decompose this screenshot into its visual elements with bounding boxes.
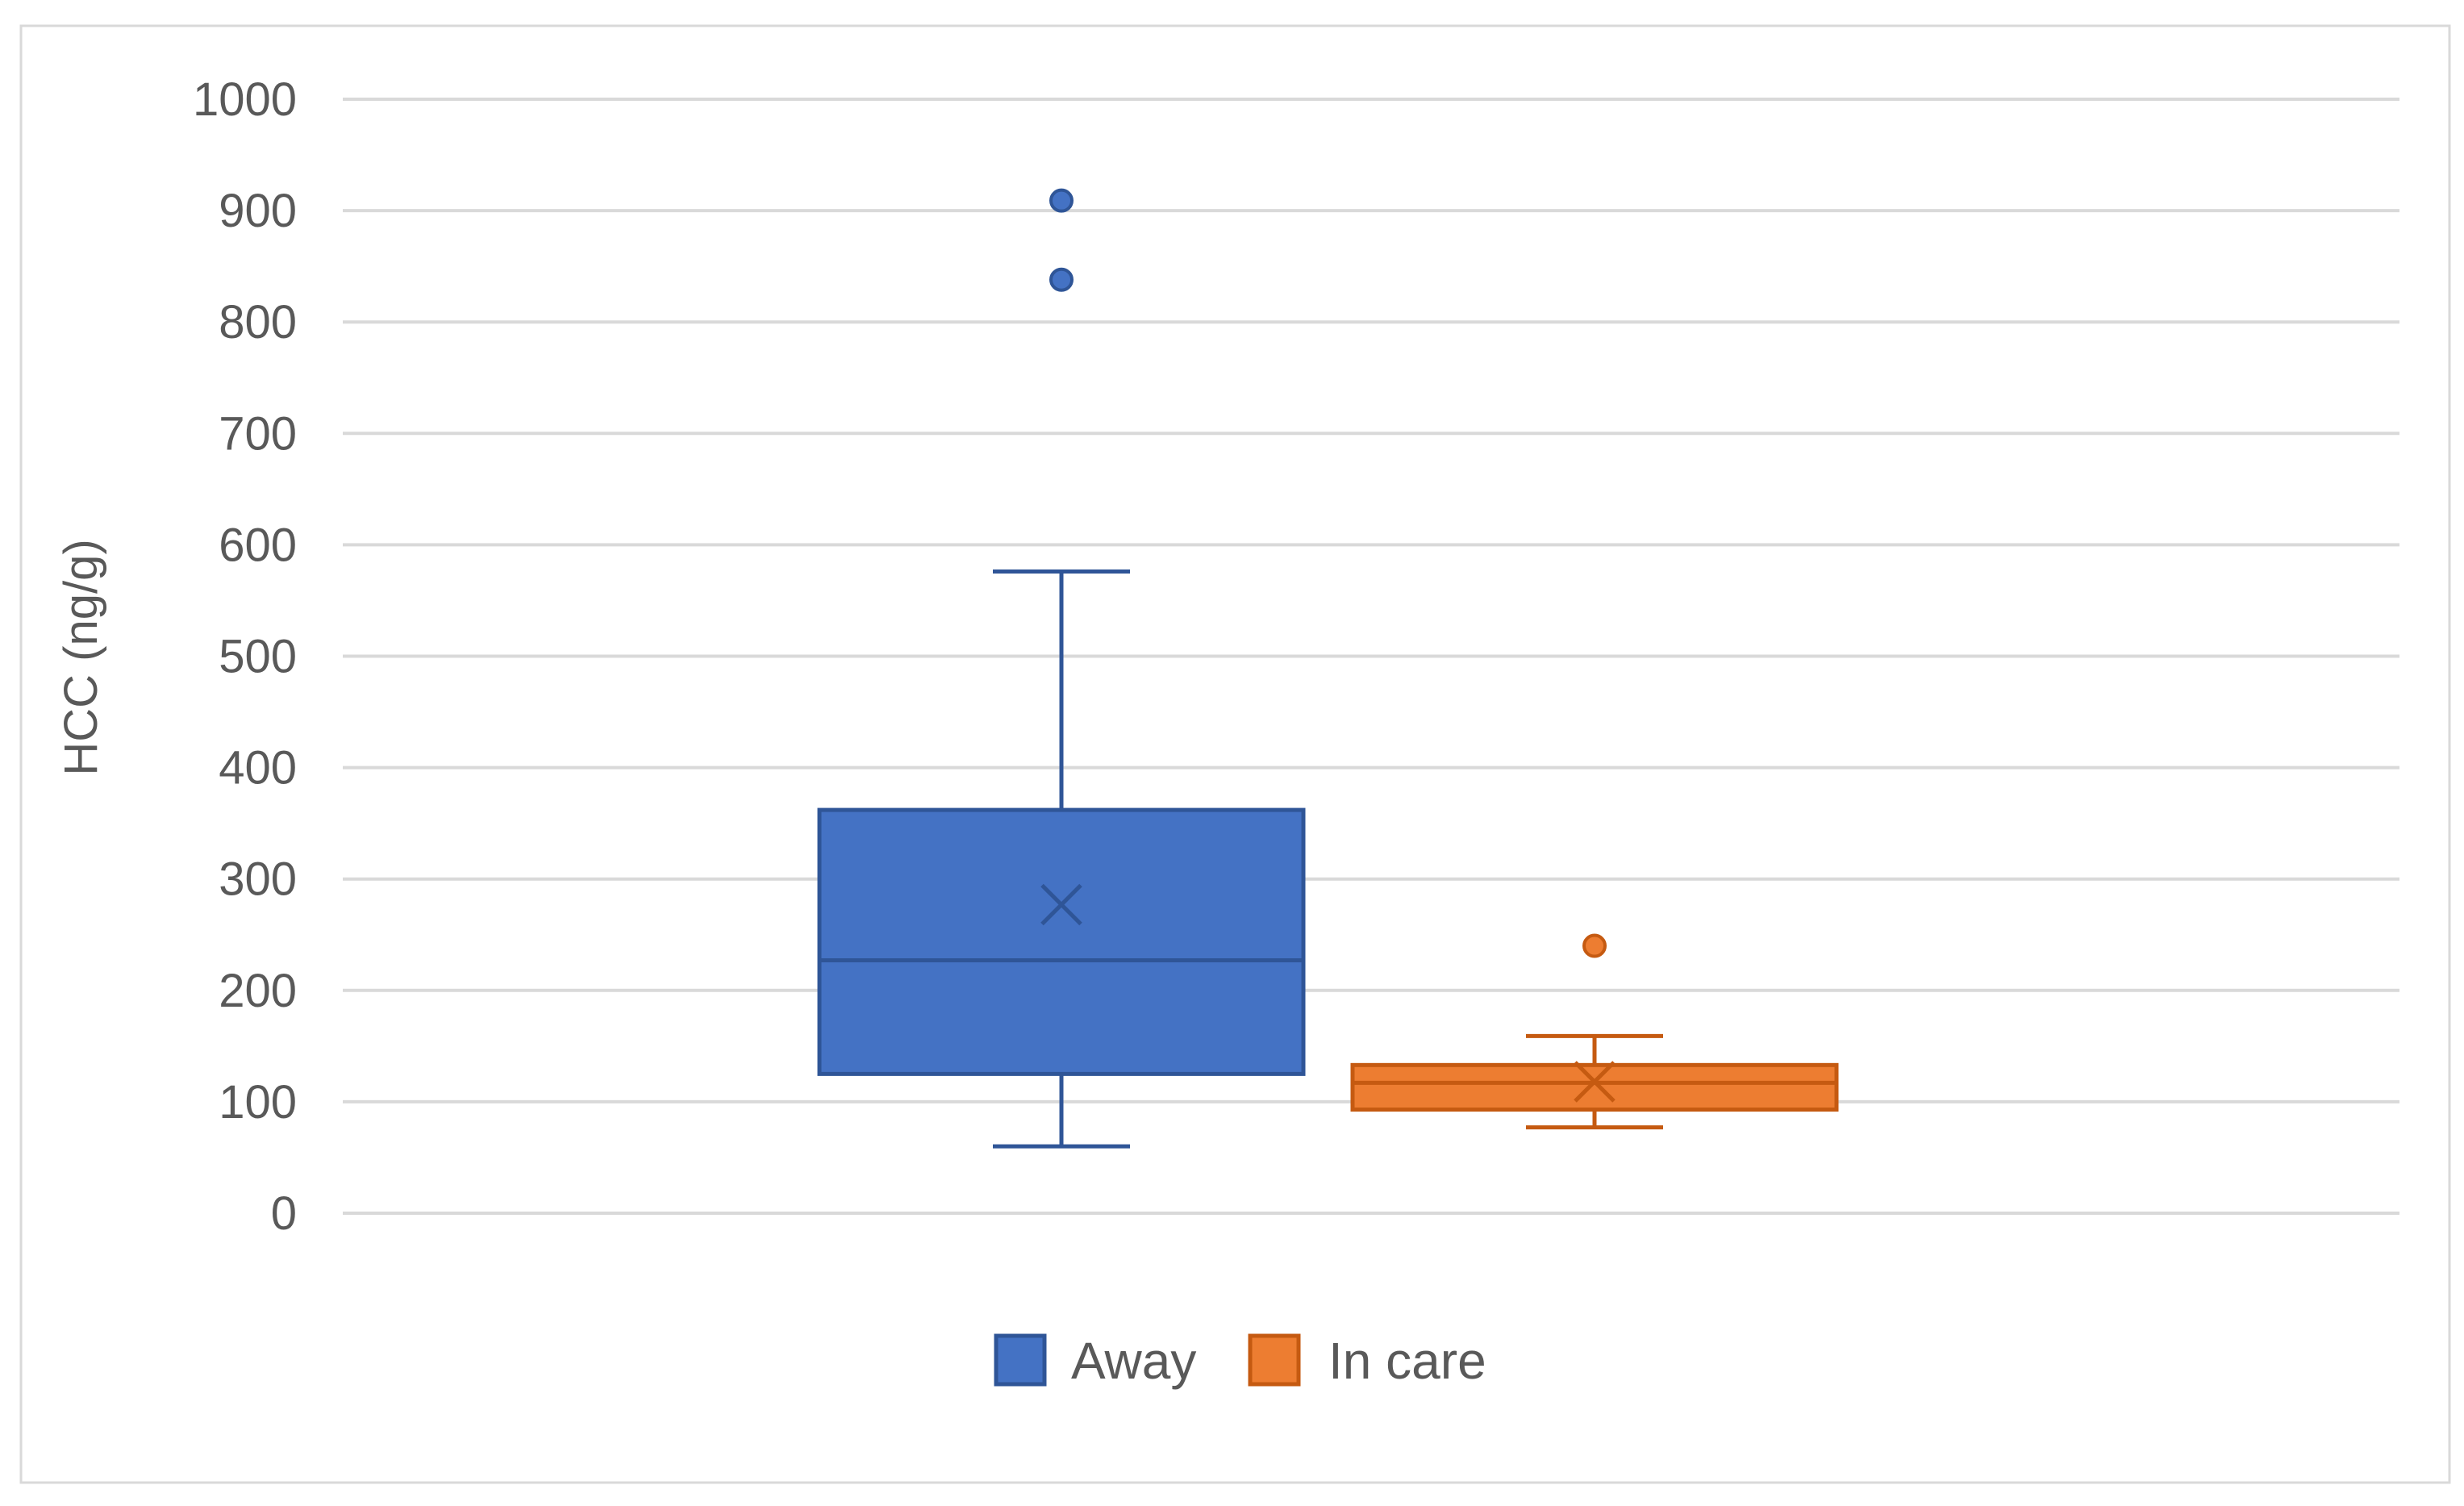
legend-label: Away	[1071, 1332, 1196, 1390]
y-axis-ticks: 0 100 200 300 400 500 600 700 800 900 1000	[193, 73, 297, 1240]
y-tick-label: 0	[271, 1187, 297, 1240]
box-series	[817, 188, 1839, 1149]
legend: Away In care	[994, 1332, 1486, 1390]
y-tick-label: 100	[219, 1076, 297, 1128]
mean-marker	[1040, 883, 1082, 926]
legend-swatch	[1248, 1333, 1301, 1387]
chart-frame	[19, 24, 2451, 1484]
box-iqr	[817, 807, 1306, 1076]
box-iqr	[1350, 1062, 1839, 1112]
legend-item-in-care: In care	[1248, 1332, 1486, 1390]
legend-label: In care	[1328, 1332, 1486, 1390]
outlier-point	[1049, 188, 1074, 213]
y-axis-title: HCC (ng/g)	[55, 539, 107, 775]
legend-swatch	[994, 1333, 1047, 1387]
y-tick-label: 700	[219, 407, 297, 460]
y-tick-label: 300	[219, 853, 297, 906]
y-tick-label: 600	[219, 519, 297, 571]
y-tick-label: 400	[219, 742, 297, 795]
mean-marker	[1574, 1061, 1616, 1103]
outlier-point	[1582, 933, 1607, 958]
gridlines	[343, 98, 2399, 1215]
legend-item-away: Away	[994, 1332, 1196, 1390]
box-series-away	[817, 188, 1306, 1149]
y-tick-label: 800	[219, 296, 297, 348]
y-tick-label: 1000	[193, 73, 297, 126]
outlier-point	[1049, 267, 1074, 292]
y-tick-label: 900	[219, 185, 297, 237]
y-tick-label: 200	[219, 965, 297, 1017]
y-tick-label: 500	[219, 631, 297, 683]
box-series-in-care	[1350, 933, 1839, 1130]
